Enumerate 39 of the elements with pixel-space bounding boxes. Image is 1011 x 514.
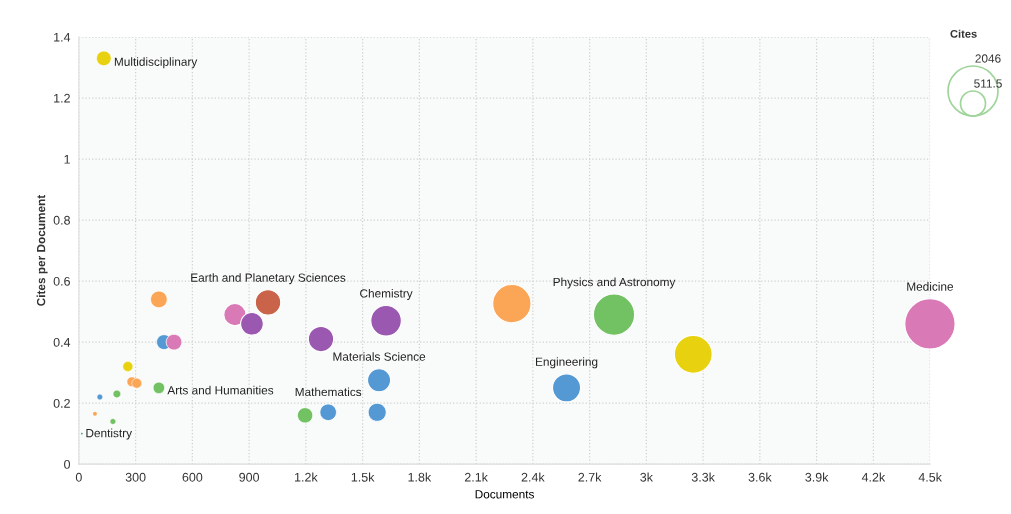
x-tick-label: 3.6k <box>748 472 772 482</box>
legend-title: Cites <box>950 29 977 38</box>
x-tick-label: 1.2k <box>295 472 318 482</box>
annotation: Medicine <box>907 282 954 291</box>
y-tick-label: 0.2 <box>53 398 70 408</box>
legend-label: 511.5 <box>974 79 1002 88</box>
legend-label: 2046 <box>975 54 1001 63</box>
x-tick-label: 3.9k <box>805 472 829 482</box>
y-tick-label: 1.2 <box>54 93 70 103</box>
x-tick-label: 1.5k <box>351 472 375 482</box>
x-tick-label: 2.7k <box>578 472 602 482</box>
x-tick-label: 1.8k <box>408 472 432 482</box>
annotation: Physics and Astronomy <box>553 277 676 289</box>
x-tick-label: 4.2k <box>861 472 886 482</box>
y-tick-label: 0 <box>64 459 71 469</box>
x-tick-label: 300 <box>125 472 146 482</box>
x-tick-label: 600 <box>182 472 203 482</box>
x-tick-label: 4.5k <box>918 472 942 482</box>
x-tick-label: 2.4k <box>521 472 545 482</box>
x-tick-label: 2.1k <box>464 472 488 482</box>
y-tick-label: 0.8 <box>53 215 70 225</box>
annotation: Engineering <box>536 357 598 369</box>
x-tick-label: 3k <box>640 472 653 482</box>
y-tick-label: 1 <box>64 154 70 164</box>
x-axis-title: Documents <box>475 490 534 499</box>
annotation: Materials Science <box>333 352 426 361</box>
x-tick-label: 3.3k <box>691 472 715 482</box>
y-axis-title: Cites per Document <box>36 194 48 306</box>
annotation: Arts and Humanities <box>167 385 274 395</box>
annotation: Chemistry <box>360 288 413 300</box>
annotation: Mathematics <box>295 387 362 397</box>
annotation: Dentistry <box>86 428 132 440</box>
y-tick-label: 0.6 <box>53 276 70 286</box>
annotation: Earth and Planetary Sciences <box>191 273 346 285</box>
x-tick-label: 900 <box>239 472 260 482</box>
y-tick-label: 1.4 <box>54 32 71 42</box>
x-tick-label: 0 <box>75 472 82 482</box>
annotation: Multidisciplinary <box>114 57 198 69</box>
y-tick-label: 0.4 <box>53 337 71 347</box>
